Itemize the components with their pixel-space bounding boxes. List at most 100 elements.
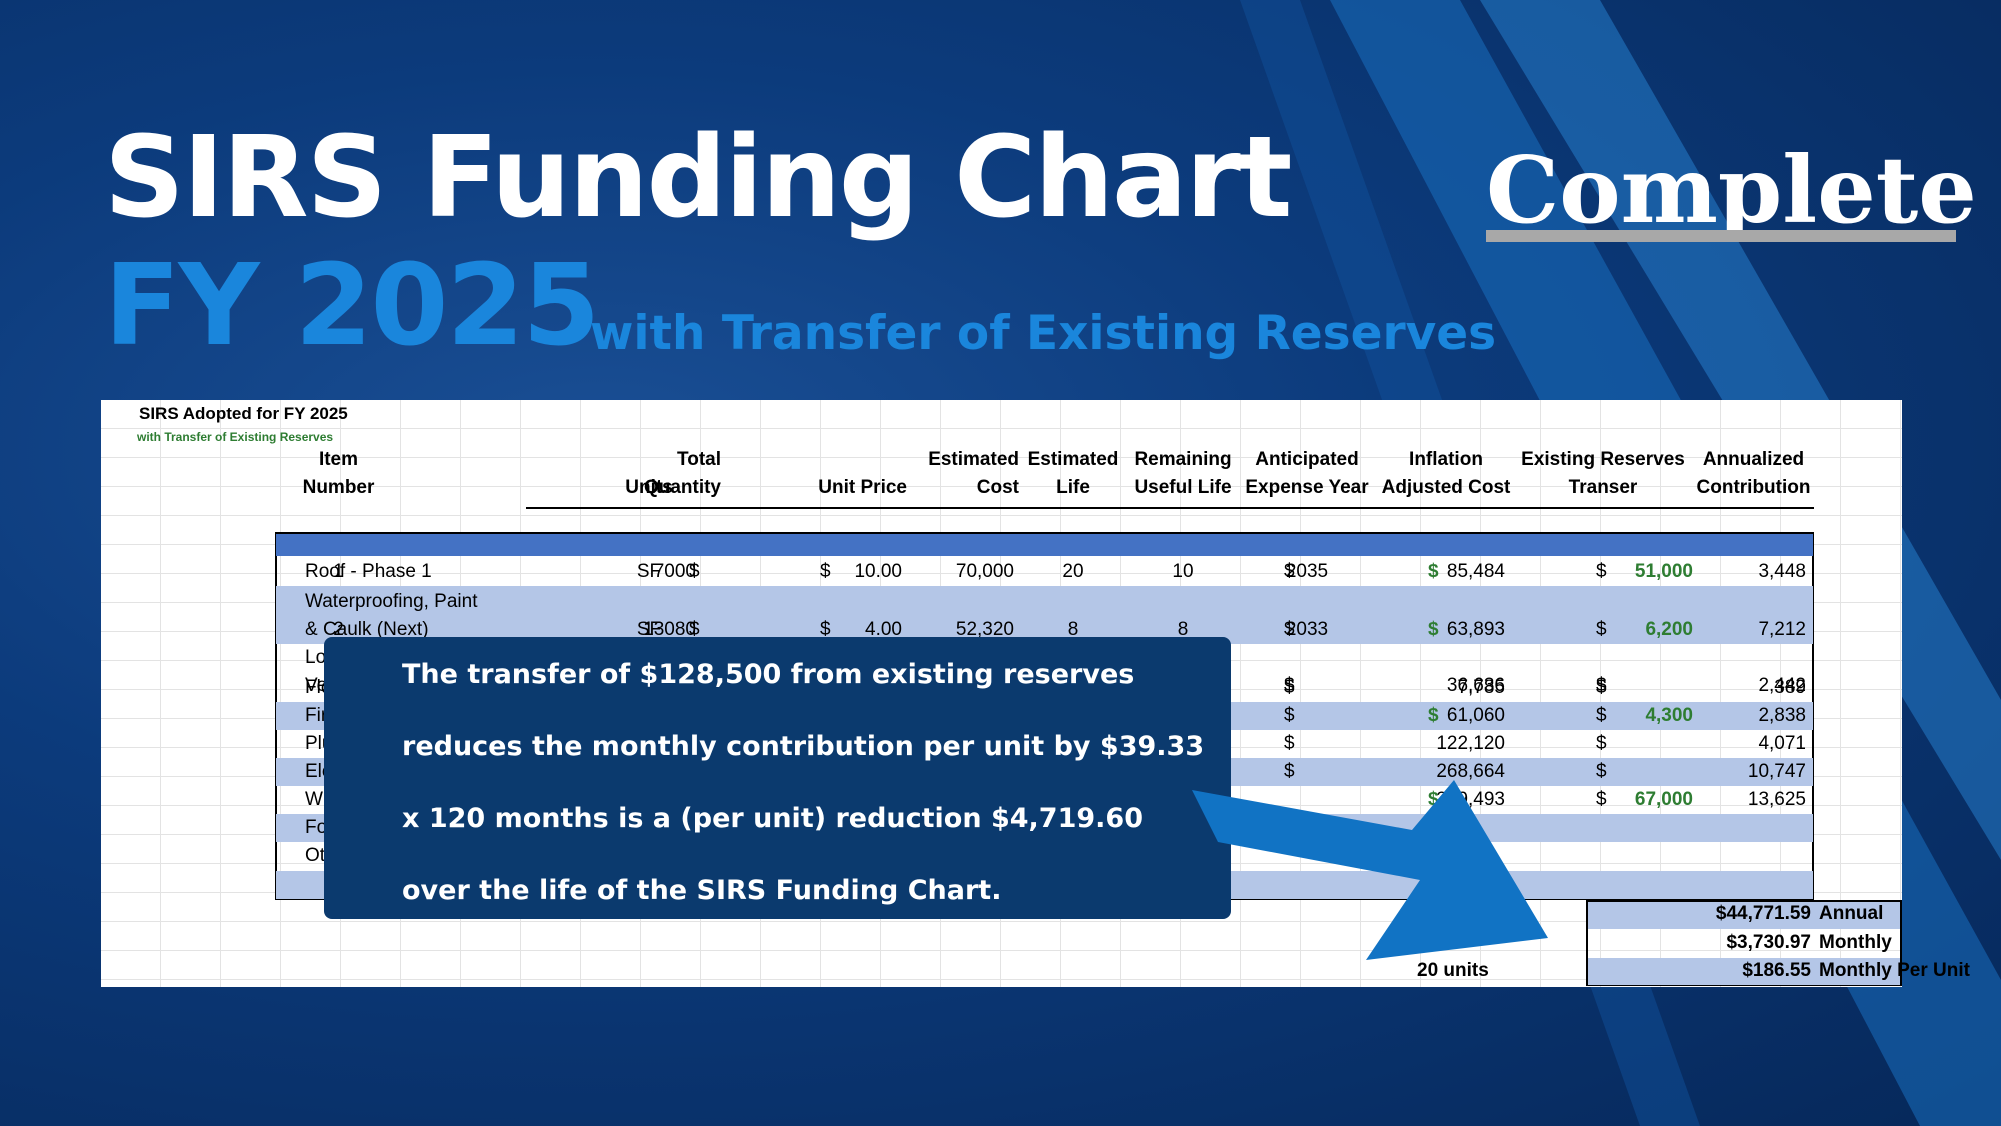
cell-res: 6,200 bbox=[1645, 619, 1693, 640]
callout-line-4: over the life of the SIRS Funding Chart. bbox=[402, 875, 1002, 906]
cell-infl: 268,664 bbox=[1436, 761, 1505, 782]
header-estimated-life: Estimated Life bbox=[1027, 449, 1119, 498]
cell-life: 20 bbox=[1062, 561, 1084, 582]
reserve-transfer-callout: The transfer of $128,500 from existing r… bbox=[324, 637, 1231, 919]
cell-units: SF bbox=[636, 619, 662, 640]
cell-ann: 2,838 bbox=[1758, 705, 1806, 726]
cell-price-sym: $ bbox=[689, 619, 700, 640]
cell-desc: Roof - Phase 1 bbox=[305, 561, 432, 582]
header-inflation-cost: Inflation Adjusted Cost bbox=[1381, 449, 1511, 498]
complete-underline bbox=[1486, 230, 1956, 242]
cell-desc-line2: Ve bbox=[305, 675, 328, 696]
cell-res: 51,000 bbox=[1634, 561, 1693, 582]
fiscal-year-heading: FY 2025 bbox=[104, 241, 600, 371]
cell-ann-sym: $ bbox=[1596, 619, 1607, 640]
cell-ann: 10,747 bbox=[1747, 761, 1806, 782]
cell-desc-line2: & Caulk (Next) bbox=[305, 619, 429, 640]
cell-ann: 7,212 bbox=[1758, 619, 1806, 640]
header-total-quantity: Total Quantity bbox=[643, 449, 721, 498]
units-note: 20 units bbox=[1417, 960, 1489, 981]
header-underline bbox=[526, 507, 1814, 509]
cell-infl-sym: $ bbox=[1284, 733, 1295, 754]
cell-infl-sym: $ bbox=[1284, 677, 1295, 698]
cell-cost: 70,000 bbox=[955, 561, 1014, 582]
cell-ann: 2,442 bbox=[1758, 675, 1806, 696]
cell-infl: 122,120 bbox=[1436, 733, 1505, 754]
cell-price-sym: $ bbox=[689, 561, 700, 582]
total-monthly-value: $3,730.97 bbox=[1726, 932, 1811, 953]
total-per-unit-label: Monthly Per Unit bbox=[1819, 960, 1970, 981]
cell-ann-sym: $ bbox=[1596, 761, 1607, 782]
cell-infl: 36,636 bbox=[1446, 675, 1505, 696]
cell-remaining: 10 bbox=[1172, 561, 1194, 582]
cell-res: 67,000 bbox=[1634, 789, 1693, 810]
header-expense-year: Anticipated Expense Year bbox=[1245, 449, 1369, 498]
totals-box bbox=[1586, 900, 1902, 986]
total-monthly-label: Monthly bbox=[1819, 932, 1892, 953]
header-reserves-transfer: Existing Reserves Transer bbox=[1521, 449, 1685, 498]
cell-cost-sym: $ bbox=[820, 619, 831, 640]
cell-year: 2033 bbox=[1285, 619, 1329, 640]
cell-infl: 61,060 bbox=[1446, 705, 1505, 726]
cell-num: 2 bbox=[333, 619, 344, 640]
sheet-title: SIRS Adopted for FY 2025 bbox=[139, 404, 348, 423]
cell-infl-sym: $ bbox=[1284, 705, 1295, 726]
cell-infl: 63,893 bbox=[1446, 619, 1505, 640]
table-row-band bbox=[276, 586, 1813, 644]
cell-ann-sym: $ bbox=[1596, 561, 1607, 582]
cell-infl-sym: $ bbox=[1284, 619, 1295, 640]
header-estimated-cost: Estimated Cost bbox=[928, 449, 1019, 498]
cell-desc: W bbox=[305, 789, 323, 810]
callout-line-3: x 120 months is a (per unit) reduction $… bbox=[402, 803, 1143, 834]
totals-per-unit-band bbox=[1588, 958, 1900, 985]
cell-infl-sym: $ bbox=[1284, 561, 1295, 582]
slide-title: SIRS Funding Chart bbox=[104, 113, 1292, 243]
cell-desc: Waterproofing, Paint bbox=[305, 591, 478, 612]
cell-year: 2035 bbox=[1285, 561, 1329, 582]
cell-cost: 52,320 bbox=[955, 619, 1014, 640]
cell-remaining: 8 bbox=[1177, 619, 1189, 640]
cell-price: 10.00 bbox=[854, 561, 902, 582]
cell-ann: 13,625 bbox=[1747, 789, 1806, 810]
cell-units: SF bbox=[636, 561, 662, 582]
cell-ann-sym: $ bbox=[1596, 789, 1607, 810]
cell-ann-sym: $ bbox=[1596, 705, 1607, 726]
cell-price: 4.00 bbox=[865, 619, 902, 640]
cell-infl: 85,484 bbox=[1446, 561, 1505, 582]
cell-desc: Lo bbox=[305, 647, 327, 668]
header-units: Units bbox=[625, 477, 673, 498]
cell-ann: 3,448 bbox=[1758, 561, 1806, 582]
cell-infl: 7,785 bbox=[1457, 677, 1505, 698]
header-annualized: Annualized Contribution bbox=[1696, 449, 1811, 498]
cell-desc: Fo bbox=[305, 817, 328, 838]
cell-infl-sym: $ bbox=[1284, 761, 1295, 782]
totals-annual-band bbox=[1588, 902, 1900, 929]
cell-res-sym: $ bbox=[1428, 619, 1439, 640]
header-item-number: Item Number bbox=[302, 449, 375, 498]
cell-res-sym: $ bbox=[1428, 705, 1439, 726]
cell-qty: 13080 bbox=[643, 619, 696, 640]
total-per-unit-value: $186.55 bbox=[1742, 960, 1811, 981]
cell-ann-sym: $ bbox=[1596, 733, 1607, 754]
cell-infl-sym: $ bbox=[1284, 675, 1295, 696]
header-remaining-life: Remaining Useful Life bbox=[1134, 449, 1232, 498]
cell-desc: Fir bbox=[305, 705, 328, 726]
cell-life: 8 bbox=[1067, 619, 1079, 640]
callout-line-2: reduces the monthly contribution per uni… bbox=[402, 731, 1205, 762]
cell-res: 4,300 bbox=[1645, 705, 1693, 726]
cell-ann: 389 bbox=[1774, 677, 1806, 698]
cell-res-sym: $ bbox=[1428, 561, 1439, 582]
cell-ann: 4,071 bbox=[1758, 733, 1806, 754]
slide-subtitle: with Transfer of Existing Reserves bbox=[590, 306, 1497, 361]
cell-ann-sym: $ bbox=[1596, 675, 1607, 696]
complete-badge: Complete bbox=[1486, 136, 1977, 244]
header-unit-price: Unit Price bbox=[818, 477, 907, 498]
table-header-band bbox=[276, 534, 1813, 556]
cell-qty: 7000 bbox=[653, 561, 696, 582]
callout-line-1: The transfer of $128,500 from existing r… bbox=[402, 659, 1135, 690]
cell-cost-sym: $ bbox=[820, 561, 831, 582]
total-annual-label: Annual bbox=[1819, 903, 1884, 924]
sheet-subtitle: with Transfer of Existing Reserves bbox=[137, 430, 334, 444]
cell-num: 1 bbox=[333, 561, 344, 582]
cell-ann-sym: $ bbox=[1596, 677, 1607, 698]
